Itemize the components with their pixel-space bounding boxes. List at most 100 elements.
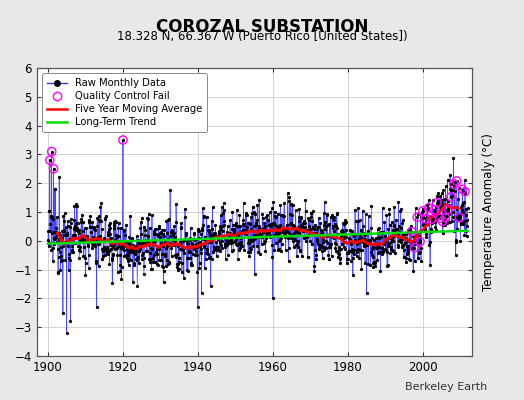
Point <box>375 224 384 231</box>
Point <box>225 240 233 246</box>
Point <box>369 253 377 260</box>
Point <box>458 189 467 196</box>
Point <box>242 230 250 237</box>
Point <box>117 264 126 270</box>
Point <box>407 222 415 229</box>
Point <box>322 245 331 251</box>
Point <box>411 204 420 211</box>
Point <box>414 234 422 240</box>
Point <box>264 222 272 228</box>
Point <box>444 202 453 208</box>
Point <box>345 248 353 254</box>
Point <box>373 240 381 247</box>
Point <box>187 262 195 268</box>
Point <box>358 238 367 245</box>
Point <box>80 236 89 243</box>
Point <box>379 249 387 256</box>
Point <box>181 214 189 221</box>
Point <box>349 255 357 262</box>
Point <box>318 244 326 250</box>
Point <box>107 246 116 252</box>
Point <box>278 212 286 218</box>
Point <box>357 247 366 253</box>
Point <box>133 283 141 290</box>
Point <box>213 247 221 253</box>
Point <box>307 210 315 216</box>
Point <box>141 237 150 244</box>
Point <box>90 226 99 232</box>
Point <box>395 223 403 230</box>
Point <box>217 245 226 251</box>
Point <box>155 223 163 230</box>
Point <box>128 236 136 243</box>
Point <box>144 238 152 245</box>
Point <box>152 248 160 255</box>
Point <box>43 237 52 243</box>
Point <box>406 226 414 233</box>
Point <box>230 232 238 239</box>
Point <box>331 221 339 228</box>
Point <box>420 220 429 226</box>
Point <box>46 157 54 163</box>
Point <box>93 223 101 230</box>
Point <box>116 262 125 268</box>
Point <box>89 240 97 247</box>
Point <box>302 228 311 234</box>
Point <box>167 242 176 249</box>
Point <box>215 231 223 238</box>
Point <box>420 221 428 228</box>
Point <box>258 234 266 240</box>
Point <box>81 255 89 262</box>
Point <box>206 254 215 260</box>
Point <box>160 233 169 240</box>
Point <box>143 214 151 221</box>
Point <box>63 223 72 229</box>
Point <box>453 226 462 232</box>
Point <box>152 246 161 252</box>
Point <box>232 236 240 242</box>
Point <box>314 224 322 230</box>
Point <box>358 230 366 236</box>
Point <box>328 252 336 259</box>
Point <box>223 242 231 248</box>
Point <box>227 248 236 254</box>
Point <box>460 199 468 205</box>
Point <box>74 227 83 234</box>
Point <box>166 241 174 248</box>
Point <box>130 262 138 268</box>
Point <box>152 230 160 237</box>
Point <box>463 217 471 223</box>
Point <box>235 212 244 218</box>
Point <box>77 216 85 222</box>
Point <box>217 242 225 248</box>
Point <box>81 271 90 278</box>
Point <box>311 223 319 230</box>
Point <box>353 241 361 248</box>
Point <box>64 243 72 249</box>
Point <box>384 240 392 246</box>
Point <box>357 266 366 272</box>
Point <box>298 227 307 234</box>
Point <box>347 246 356 252</box>
Point <box>183 236 192 242</box>
Point <box>140 263 148 270</box>
Point <box>100 234 108 241</box>
Point <box>71 222 79 229</box>
Point <box>343 250 352 256</box>
Point <box>211 222 220 228</box>
Point <box>258 229 267 236</box>
Point <box>451 178 459 185</box>
Point <box>277 247 285 254</box>
Point <box>371 260 379 266</box>
Point <box>392 216 400 223</box>
Point <box>268 242 276 249</box>
Point <box>248 204 257 210</box>
Point <box>243 212 251 218</box>
Point <box>463 223 472 230</box>
Point <box>373 257 381 264</box>
Point <box>326 243 334 250</box>
Point <box>101 214 110 221</box>
Point <box>373 244 381 251</box>
Point <box>429 217 437 224</box>
Point <box>188 240 196 246</box>
